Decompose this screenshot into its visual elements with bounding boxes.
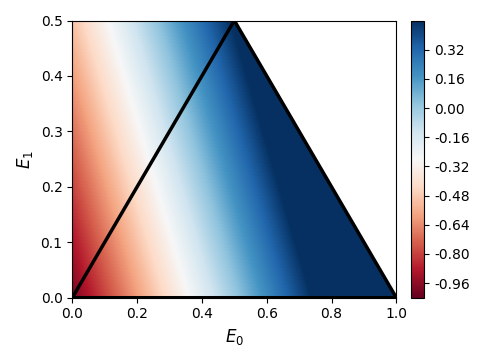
X-axis label: $E_0$: $E_0$ bbox=[225, 327, 244, 347]
Y-axis label: $E_1$: $E_1$ bbox=[15, 150, 35, 169]
